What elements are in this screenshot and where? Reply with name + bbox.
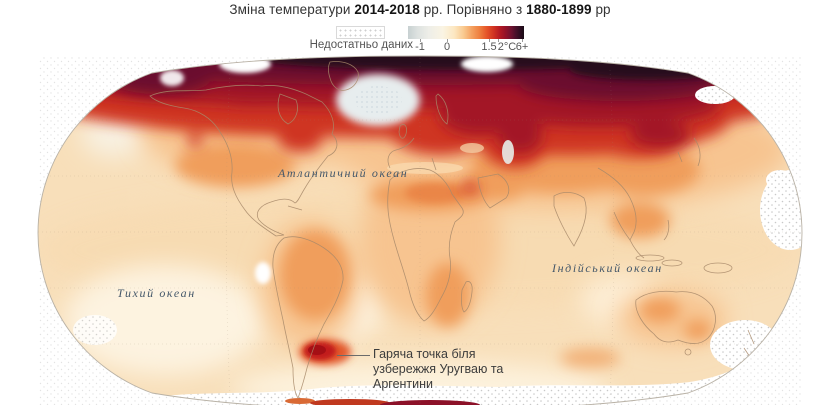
legend-tick-label-1-5: 1.5 bbox=[481, 41, 497, 53]
legend-tick-label-minus1: -1 bbox=[415, 41, 425, 53]
title-period-2: 1880-1899 bbox=[526, 2, 592, 17]
projection-outline bbox=[37, 55, 803, 405]
title-part1: Зміна температури bbox=[229, 2, 355, 17]
legend-tick-1-5 bbox=[489, 39, 490, 42]
annotation-line-1: Гаряча точка біля bbox=[373, 347, 476, 361]
legend-tick-0 bbox=[447, 39, 448, 42]
ocean-label-atlantic: Атлантичний океан bbox=[278, 166, 409, 180]
graticule bbox=[38, 58, 802, 405]
ocean-label-indian: Індійський океан bbox=[552, 261, 663, 275]
legend-tick-6plus bbox=[522, 39, 523, 42]
legend-tick-minus1 bbox=[420, 39, 421, 42]
coastlines bbox=[149, 61, 755, 399]
legend-gradient-bar bbox=[408, 26, 524, 39]
legend-tick-2 bbox=[498, 39, 499, 42]
annotation-line-3: Аргентини bbox=[373, 377, 434, 391]
page-title: Зміна температури 2014-2018 рр. Порівнян… bbox=[0, 2, 840, 17]
annotation-leader-line bbox=[337, 355, 370, 356]
title-period-1: 2014-2018 bbox=[354, 2, 420, 17]
legend-tick-label-6plus: 6+ bbox=[515, 41, 529, 53]
legend-no-data-swatch bbox=[336, 26, 385, 39]
ocean-label-pacific: Тихий океан bbox=[117, 286, 196, 300]
uruguay-hot-spot bbox=[299, 339, 351, 365]
hot-spot-annotation: Гаряча точка біля узбережжя Уругваю та А… bbox=[373, 347, 533, 392]
title-part2: рр. Порівняно з bbox=[419, 2, 527, 17]
legend-tick-label-0: 0 bbox=[443, 41, 451, 53]
title-part3: рр bbox=[591, 2, 611, 17]
map-field bbox=[38, 56, 802, 405]
annotation-line-2: узбережжя Уругваю та bbox=[373, 362, 504, 376]
legend-no-data-label: Недостатньо даних bbox=[309, 39, 413, 51]
legend-tick-label-2c: 2°C bbox=[497, 41, 517, 53]
